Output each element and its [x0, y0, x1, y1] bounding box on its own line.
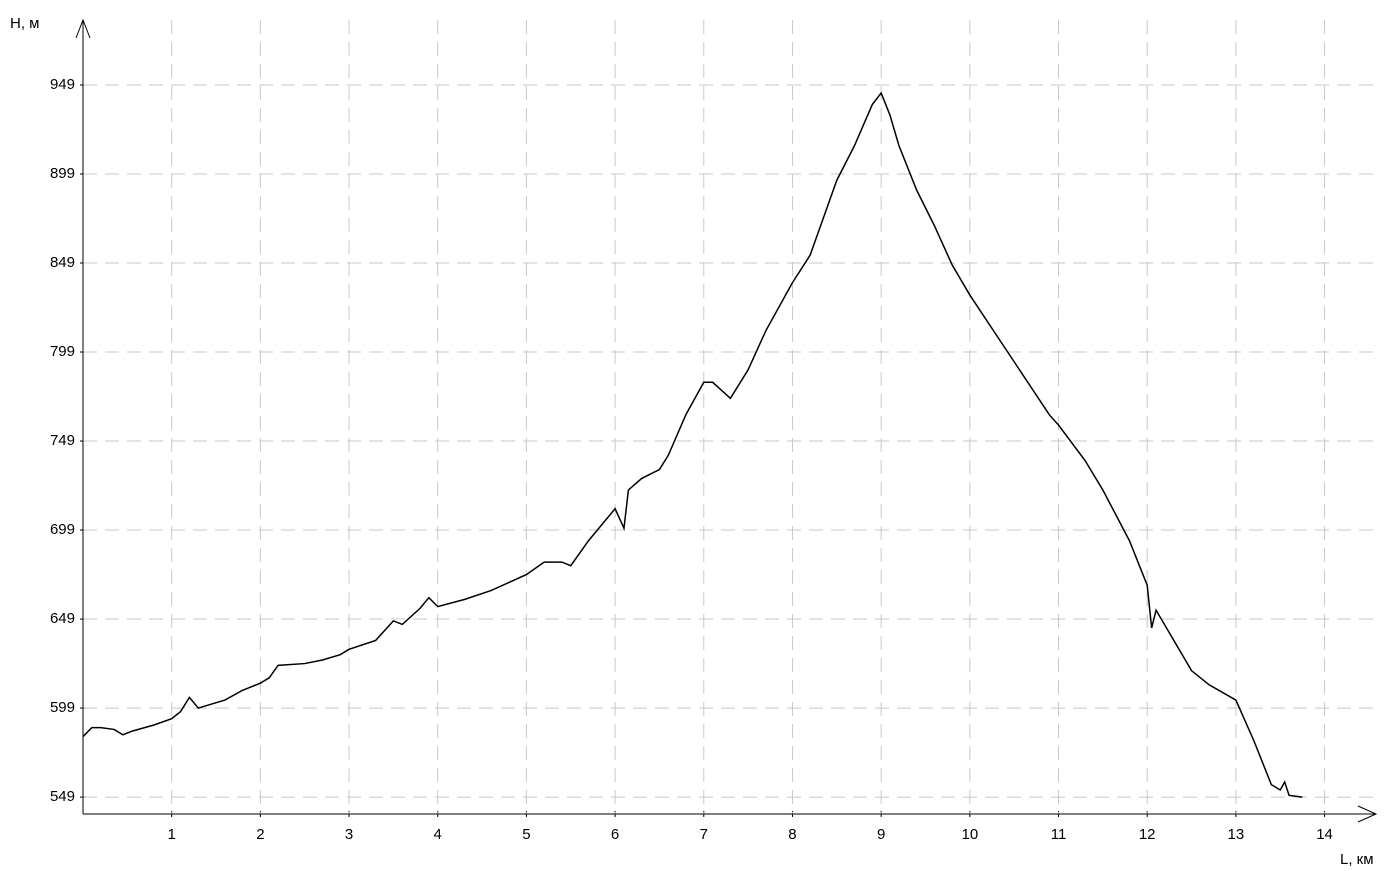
- y-tick-label: 749: [50, 432, 75, 449]
- y-tick-label: 549: [50, 788, 75, 805]
- x-tick-label: 10: [961, 826, 978, 843]
- axes: [75, 18, 1378, 823]
- x-tick-label: 2: [256, 826, 264, 843]
- y-tick-label: 649: [50, 610, 75, 627]
- x-tick-label: 7: [700, 826, 708, 843]
- y-axis-arrow: [75, 18, 91, 39]
- x-tick-label: 12: [1139, 826, 1156, 843]
- y-tick-label: 949: [50, 76, 75, 93]
- x-tick-label: 4: [434, 826, 442, 843]
- x-tick-label: 8: [788, 826, 796, 843]
- y-tick-label: 849: [50, 254, 75, 271]
- x-tick-label: 9: [877, 826, 885, 843]
- x-axis-arrow: [1357, 805, 1378, 823]
- profile-line: [82, 91, 1303, 798]
- x-tick-label: 13: [1228, 826, 1245, 843]
- x-tick-label: 14: [1316, 826, 1333, 843]
- x-tick-label: 1: [168, 826, 176, 843]
- y-axis-label: Н, м: [10, 15, 39, 32]
- x-axis-label: L, км: [1340, 851, 1374, 868]
- y-tick-label: 799: [50, 343, 75, 360]
- y-tick-label: 599: [50, 699, 75, 716]
- y-tick-label: 899: [50, 165, 75, 182]
- x-tick-label: 11: [1051, 826, 1067, 843]
- x-tick-label: 5: [522, 826, 530, 843]
- x-tick-label: 6: [611, 826, 619, 843]
- y-tick-label: 699: [50, 521, 75, 538]
- x-tick-label: 3: [345, 826, 353, 843]
